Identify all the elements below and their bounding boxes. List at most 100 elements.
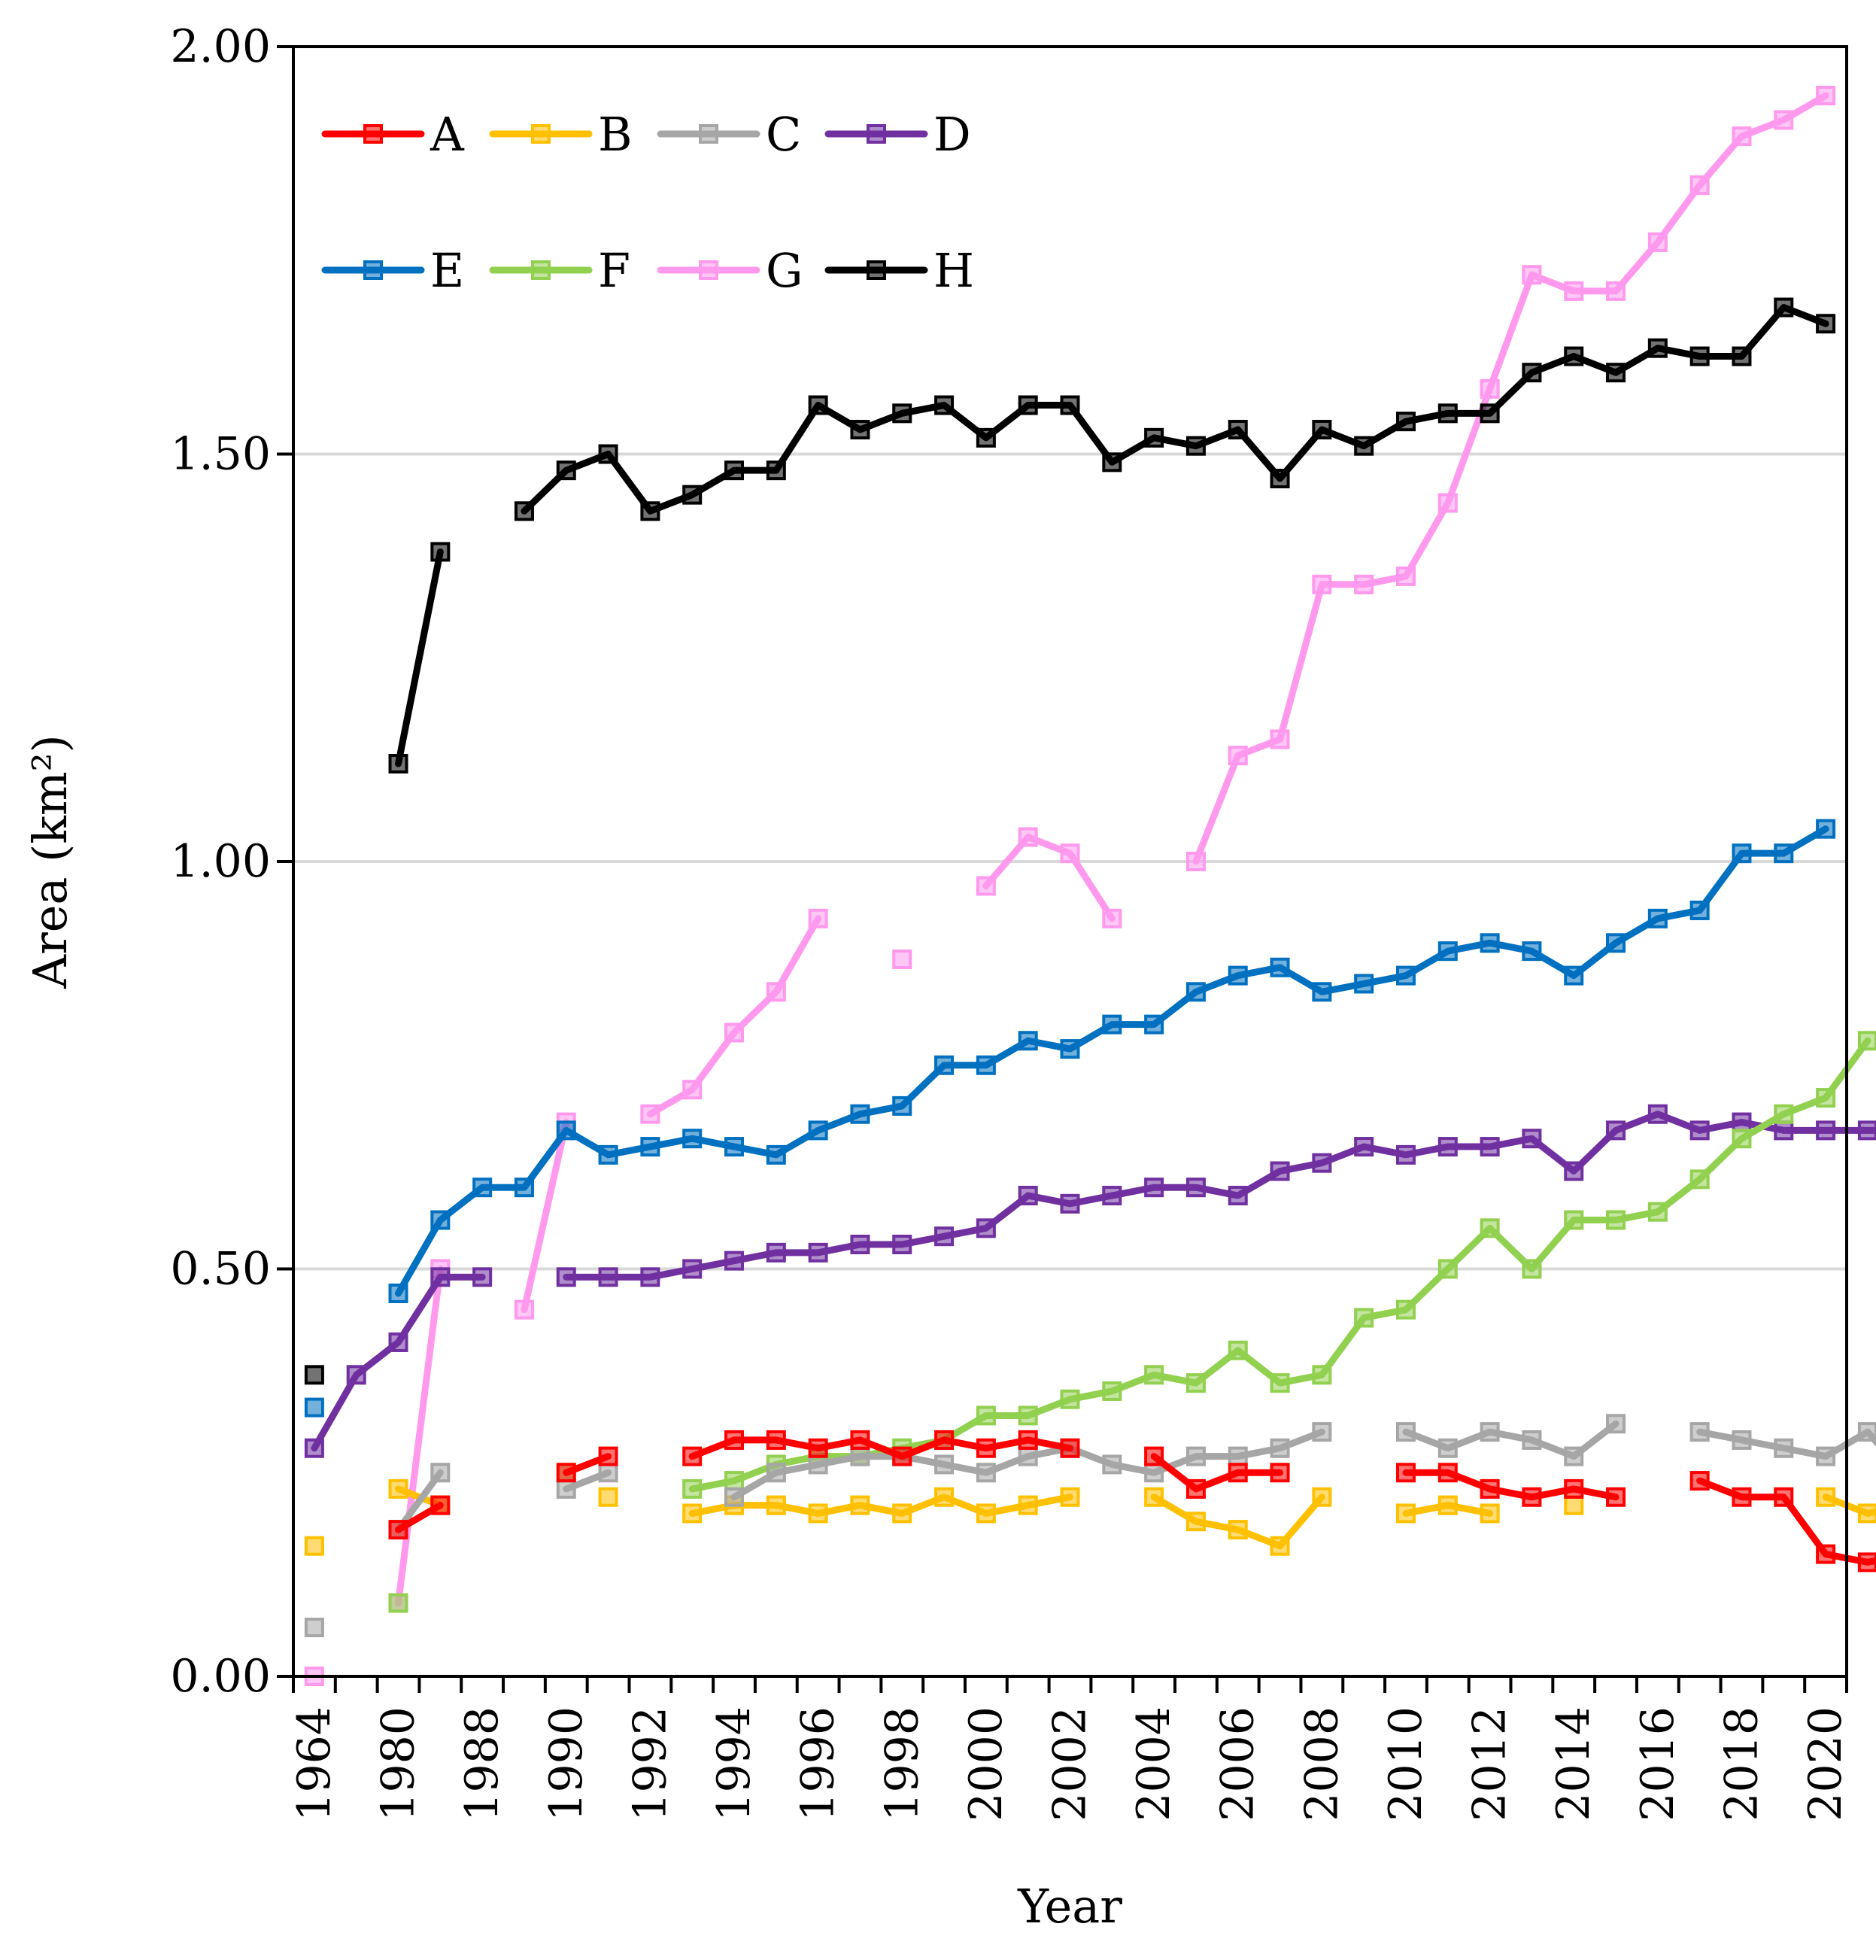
data-point-H xyxy=(1395,412,1416,432)
data-point-B xyxy=(1018,1495,1038,1515)
data-point-E xyxy=(724,1137,745,1157)
data-point-E xyxy=(556,1120,576,1141)
data-point-E xyxy=(1564,965,1584,986)
legend-marker xyxy=(867,124,886,144)
data-point-F xyxy=(1270,1373,1290,1393)
data-point-D xyxy=(1395,1144,1416,1165)
data-point-G xyxy=(1354,574,1374,594)
x-tick-label: 2000 xyxy=(960,1706,1012,1822)
data-point-F xyxy=(1354,1308,1374,1328)
data-point-A xyxy=(892,1446,912,1466)
data-point-G xyxy=(514,1299,534,1320)
y-tick-label: 1.00 xyxy=(170,835,271,888)
data-point-G xyxy=(1102,908,1122,928)
series-line-G xyxy=(1192,92,1829,865)
data-point-F xyxy=(1185,1373,1206,1393)
data-point-A xyxy=(1228,1463,1248,1483)
data-point-D xyxy=(766,1242,786,1263)
data-point-C xyxy=(808,1454,828,1475)
series-line-H xyxy=(395,548,444,767)
data-point-H xyxy=(934,395,955,415)
data-point-D xyxy=(1816,1120,1836,1141)
data-point-D xyxy=(976,1218,996,1238)
data-point-F xyxy=(1816,1088,1836,1108)
axes: 0.00 0.50 1.00 1.50 2.00 1964 1980 1988 1990 1992… xyxy=(170,20,1852,1822)
data-point-G xyxy=(1185,852,1206,871)
data-point-B xyxy=(976,1503,996,1524)
data-point-F xyxy=(1228,1340,1248,1360)
data-point-D xyxy=(724,1250,745,1271)
series-E xyxy=(304,819,1836,1418)
data-point-C xyxy=(1732,1430,1752,1450)
data-point-F xyxy=(1144,1365,1164,1385)
data-point-G xyxy=(1312,574,1332,594)
data-point-E xyxy=(1018,1031,1038,1051)
data-point-D xyxy=(1354,1137,1374,1157)
data-point-D xyxy=(1774,1120,1794,1141)
data-point-C xyxy=(430,1463,451,1483)
x-tick-label: 1994 xyxy=(708,1706,760,1822)
data-point-E xyxy=(430,1210,451,1230)
data-point-A xyxy=(766,1430,786,1450)
data-point-F xyxy=(1522,1259,1542,1279)
data-point-D xyxy=(640,1267,660,1287)
x-tick-label: 2008 xyxy=(1295,1706,1348,1822)
legend-label: G xyxy=(766,243,803,298)
data-point-F xyxy=(388,1593,408,1613)
data-point-E xyxy=(304,1397,324,1418)
data-point-G xyxy=(1270,729,1290,749)
data-point-A xyxy=(808,1438,828,1458)
data-point-A xyxy=(1437,1463,1458,1483)
data-point-C xyxy=(1395,1422,1416,1442)
data-point-H xyxy=(808,395,828,415)
data-point-C xyxy=(1522,1430,1542,1450)
data-point-H xyxy=(556,460,576,481)
data-point-A xyxy=(1185,1478,1206,1499)
data-point-B xyxy=(1060,1487,1080,1507)
data-point-D xyxy=(388,1332,408,1352)
data-point-H xyxy=(1312,420,1332,440)
legend-marker xyxy=(867,260,886,280)
data-point-D xyxy=(1606,1120,1626,1141)
data-point-H xyxy=(1144,427,1164,448)
data-point-A xyxy=(430,1495,451,1515)
data-point-H xyxy=(766,460,786,481)
data-point-E xyxy=(1060,1039,1080,1059)
data-point-D xyxy=(556,1267,576,1287)
series-A xyxy=(388,1430,1876,1573)
data-point-D xyxy=(1102,1186,1122,1206)
legend-label: D xyxy=(933,107,971,162)
series-group xyxy=(304,85,1876,1686)
data-point-C xyxy=(766,1463,786,1483)
data-point-H xyxy=(598,444,618,464)
data-point-A xyxy=(1564,1478,1584,1499)
x-tick-label: 1990 xyxy=(540,1706,593,1822)
data-point-B xyxy=(934,1487,955,1507)
data-point-G xyxy=(1606,281,1626,301)
legend-marker xyxy=(531,124,551,144)
legend-label: F xyxy=(598,243,630,298)
data-point-G xyxy=(976,876,996,896)
x-tick-label: 1964 xyxy=(288,1706,341,1822)
legend-item-A: A xyxy=(321,107,465,162)
data-point-E xyxy=(934,1055,955,1075)
data-point-A xyxy=(1774,1487,1794,1507)
data-point-H xyxy=(1564,346,1584,366)
data-point-E xyxy=(1312,982,1332,1002)
data-point-A xyxy=(1857,1552,1876,1573)
data-point-F xyxy=(1606,1210,1626,1230)
data-point-A xyxy=(976,1438,996,1458)
data-point-G xyxy=(640,1104,660,1124)
data-point-F xyxy=(682,1478,703,1499)
y-tick-label: 0.50 xyxy=(170,1243,271,1296)
data-point-B xyxy=(766,1495,786,1515)
data-point-E xyxy=(598,1144,618,1165)
data-point-C xyxy=(1185,1446,1206,1466)
x-tick-label: 2020 xyxy=(1799,1706,1852,1822)
data-point-C xyxy=(1144,1463,1164,1483)
data-point-H xyxy=(1816,314,1836,334)
data-point-E xyxy=(766,1144,786,1165)
data-point-A xyxy=(1689,1471,1710,1491)
data-point-A xyxy=(1816,1544,1836,1564)
data-point-E xyxy=(682,1129,703,1149)
